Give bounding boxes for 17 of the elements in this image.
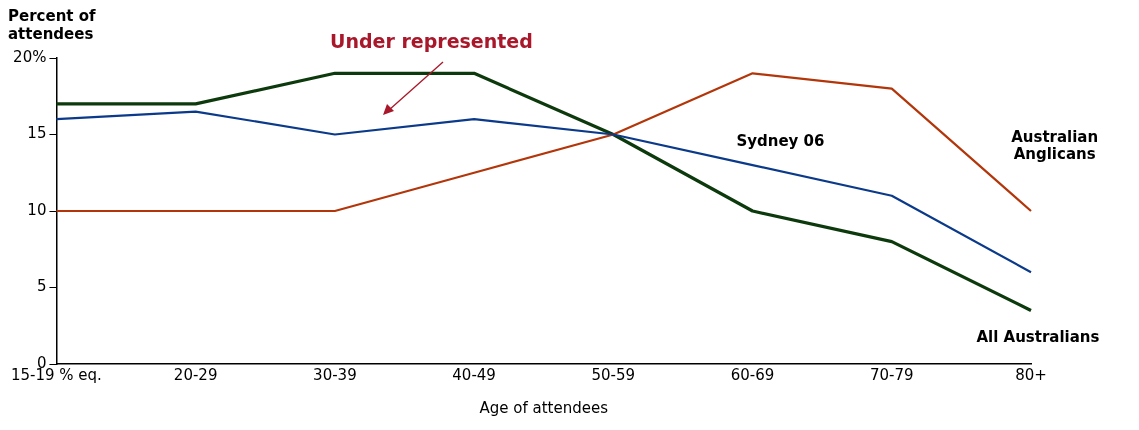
x-tick-label: 20-29 — [173, 365, 218, 384]
x-tick-label: 80+ — [1015, 365, 1047, 384]
x-tick-label: 50-59 — [591, 365, 636, 384]
y-tick-label: 10 — [27, 200, 47, 219]
x-tick-label: 30-39 — [313, 365, 357, 384]
x-tick-label: 70-79 — [869, 365, 914, 384]
x-tick-label: 40-49 — [452, 365, 496, 384]
y-axis-title: Percent of attendees — [8, 7, 97, 44]
y-tick-label: 5 — [36, 277, 47, 296]
y-tick-label: 15 — [27, 124, 47, 143]
text: Under represented — [330, 30, 533, 52]
series-label: Sydney 06 — [736, 132, 825, 151]
y-tick-label: 20% — [13, 47, 47, 66]
x-axis-title: Age of attendees — [479, 398, 609, 417]
series-label: All Australians — [976, 327, 1100, 346]
x-tick-label: 60-69 — [730, 365, 775, 384]
series-label: Australian Anglicans — [1011, 128, 1099, 164]
